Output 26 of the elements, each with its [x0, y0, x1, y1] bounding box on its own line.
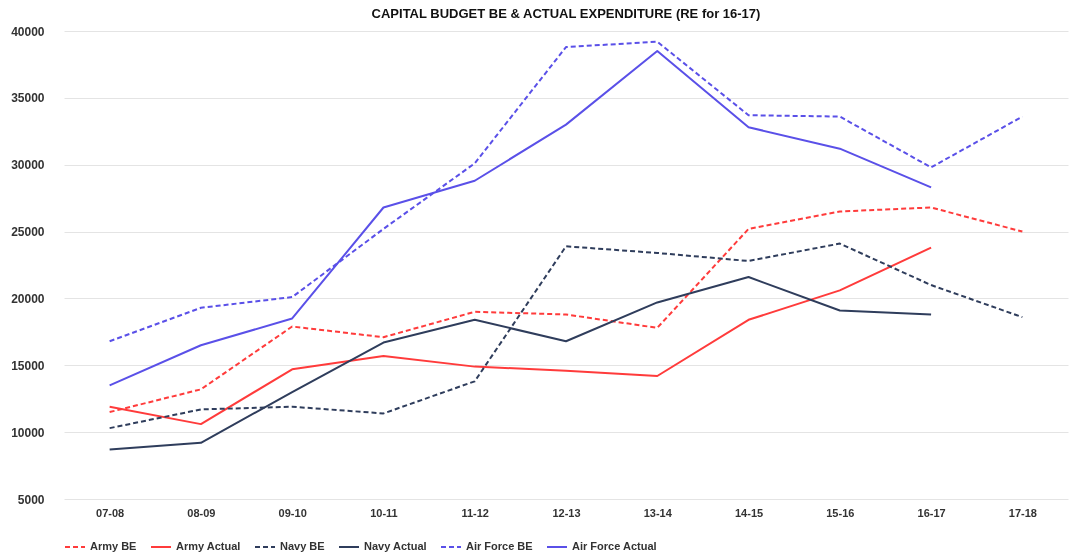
x-tick-label: 17-18: [1008, 506, 1037, 519]
x-tick-label: 15-16: [826, 506, 855, 519]
legend-label: Navy BE: [280, 540, 325, 552]
y-tick-label: 25000: [11, 225, 45, 240]
chart-title: CAPITAL BUDGET BE & ACTUAL EXPENDITURE (RE for 16-17): [371, 6, 761, 21]
y-tick-label: 35000: [11, 91, 45, 106]
x-tick-label: 08-09: [187, 506, 216, 519]
y-tick-label: 10000: [11, 425, 45, 440]
x-tick-label: 16-17: [917, 506, 946, 519]
x-tick-label: 09-10: [278, 506, 307, 519]
x-tick-label: 10-11: [370, 506, 398, 519]
x-tick-label: 14-15: [734, 506, 764, 519]
legend-label: Army Actual: [176, 540, 241, 552]
x-tick-label: 07-08: [96, 506, 125, 519]
legend-label: Air Force BE: [466, 540, 533, 552]
y-tick-label: 30000: [11, 158, 45, 173]
legend-label: Navy Actual: [364, 540, 427, 552]
y-tick-label: 40000: [11, 24, 45, 39]
x-tick-label: 12-13: [552, 506, 581, 519]
y-tick-label: 20000: [11, 291, 45, 306]
y-tick-label: 15000: [11, 358, 45, 373]
y-tick-label: 5000: [17, 492, 45, 507]
legend-label: Air Force Actual: [572, 540, 657, 552]
x-tick-label: 11-12: [461, 506, 489, 519]
legend-label: Army BE: [90, 540, 137, 552]
x-tick-label: 13-14: [643, 506, 673, 519]
